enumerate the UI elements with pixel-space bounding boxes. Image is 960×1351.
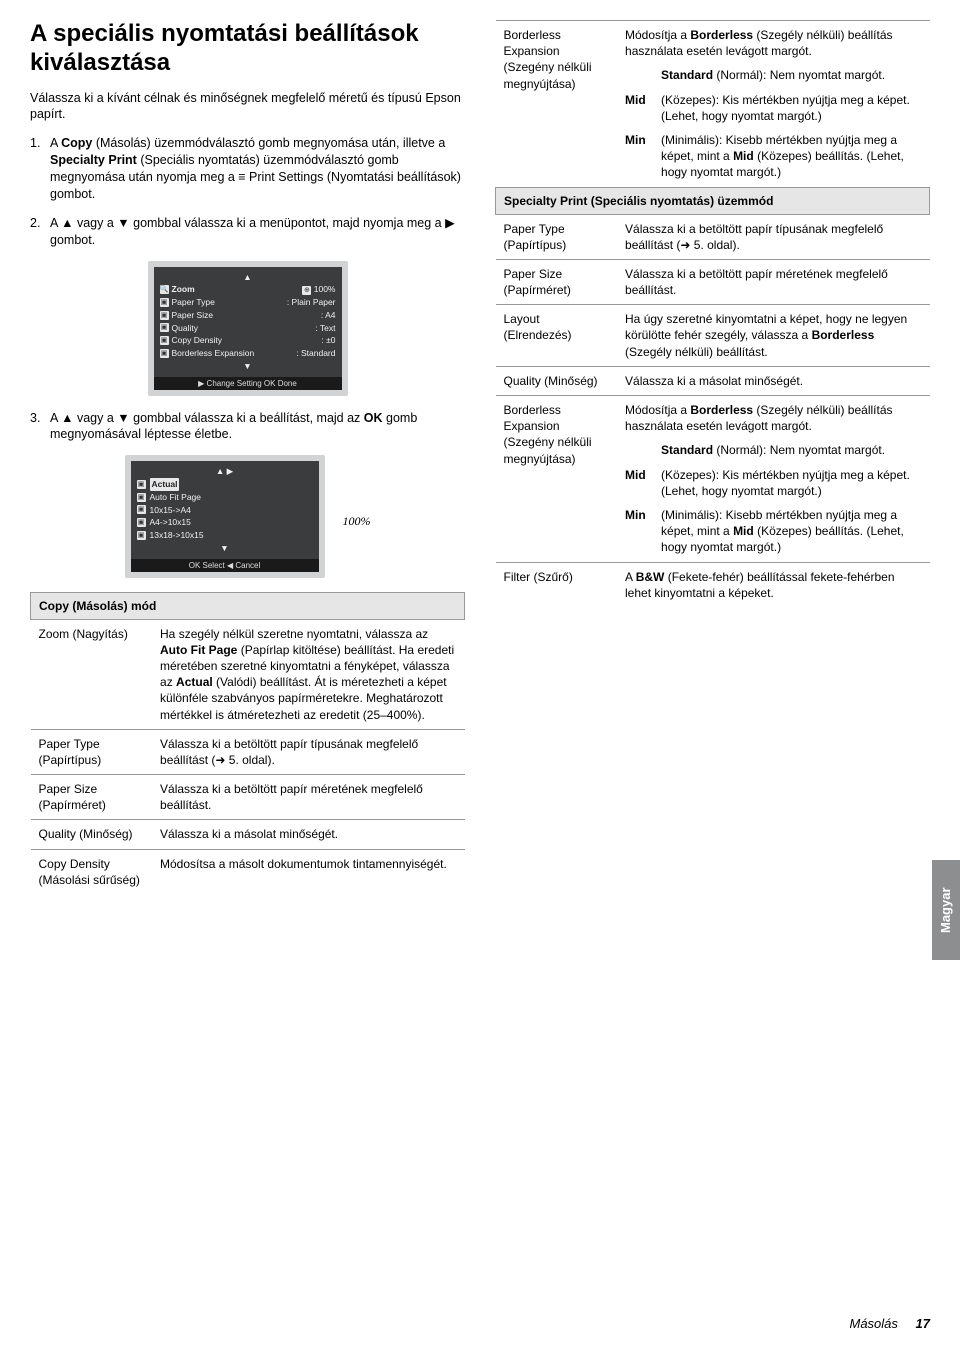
setting-label: Borderless Expansion (Szegény nélküli me… <box>496 396 618 563</box>
step-item: 1.A Copy (Másolás) üzemmódválasztó gomb … <box>30 135 465 203</box>
table-row: Copy Density (Másolási sűrűség)Módosítsa… <box>31 849 465 894</box>
setting-desc: Válassza ki a betöltött papír méretének … <box>617 259 929 304</box>
step-item: 3.A ▲ vagy a ▼ gombbal válassza ki a beá… <box>30 410 465 444</box>
setting-label: Paper Type (Papírtípus) <box>496 214 618 259</box>
table-row: Paper Type (Papírtípus)Válassza ki a bet… <box>496 214 930 259</box>
intro-text: Válassza ki a kívánt célnak és minőségne… <box>30 90 465 124</box>
setting-label: Zoom (Nagyítás) <box>31 619 153 729</box>
footer-page: 17 <box>916 1316 930 1331</box>
table-row: Paper Size (Papírméret)Válassza ki a bet… <box>31 775 465 820</box>
setting-desc: Válassza ki a másolat minőségét. <box>617 366 929 395</box>
steps-list: 1.A Copy (Másolás) üzemmódválasztó gomb … <box>30 135 465 577</box>
table-row: Quality (Minőség)Válassza ki a másolat m… <box>496 366 930 395</box>
setting-label: Paper Size (Papírméret) <box>31 775 153 820</box>
specialty-header: Specialty Print (Speciális nyomtatás) üz… <box>496 187 930 214</box>
setting-label: Copy Density (Másolási sűrűség) <box>31 849 153 894</box>
table-row: Paper Size (Papírméret)Válassza ki a bet… <box>496 259 930 304</box>
table-row: Filter (Szűrő)A B&W (Fekete-fehér) beáll… <box>496 562 930 607</box>
setting-desc: Módosítja a Borderless (Szegély nélküli)… <box>617 396 929 563</box>
lcd-screenshot-2: ▲ ▶▣ Actual▣ Auto Fit Page▣ 10x15->A4▣ A… <box>125 455 325 577</box>
footer-section: Másolás <box>849 1316 897 1331</box>
setting-label: Layout (Elrendezés) <box>496 305 618 367</box>
table-row: Layout (Elrendezés)Ha úgy szeretné kinyo… <box>496 305 930 367</box>
setting-desc: A B&W (Fekete-fehér) beállítással fekete… <box>617 562 929 607</box>
setting-desc: Módosítja a Borderless (Szegély nélküli)… <box>617 21 929 188</box>
setting-desc: Válassza ki a betöltött papír méretének … <box>152 775 464 820</box>
setting-label: Paper Type (Papírtípus) <box>31 729 153 774</box>
table-row: Paper Type (Papírtípus)Válassza ki a bet… <box>31 729 465 774</box>
setting-desc: Válassza ki a betöltött papír típusának … <box>152 729 464 774</box>
copy-mode-header: Copy (Másolás) mód <box>31 592 465 619</box>
setting-label: Paper Size (Papírméret) <box>496 259 618 304</box>
setting-label: Borderless Expansion (Szegény nélküli me… <box>496 21 618 188</box>
step-item: 2.A ▲ vagy a ▼ gombbal válassza ki a men… <box>30 215 465 249</box>
right-table-1: Borderless Expansion (Szegény nélküli me… <box>495 20 930 607</box>
table-row: Zoom (Nagyítás)Ha szegély nélkül szeretn… <box>31 619 465 729</box>
table-row: Borderless Expansion (Szegény nélküli me… <box>496 21 930 188</box>
page-footer: Másolás 17 <box>849 1316 930 1331</box>
language-tab: Magyar <box>932 860 960 960</box>
copy-mode-table: Copy (Másolás) mód Zoom (Nagyítás)Ha sze… <box>30 592 465 894</box>
setting-label: Filter (Szűrő) <box>496 562 618 607</box>
lcd-screenshot-1: ▲🔍 Zoom⊕ 100%▣ Paper Type: Plain Paper▣ … <box>148 261 348 396</box>
setting-desc: Válassza ki a betöltött papír típusának … <box>617 214 929 259</box>
table-row: Quality (Minőség)Válassza ki a másolat m… <box>31 820 465 849</box>
setting-desc: Ha szegély nélkül szeretne nyomtatni, vá… <box>152 619 464 729</box>
setting-label: Quality (Minőség) <box>31 820 153 849</box>
setting-desc: Ha úgy szeretné kinyomtatni a képet, hog… <box>617 305 929 367</box>
lcd2-percent: 100% <box>343 514 371 529</box>
setting-desc: Módosítsa a másolt dokumentumok tintamen… <box>152 849 464 894</box>
page-title: A speciális nyomtatási beállítások kivál… <box>30 20 465 78</box>
table-row: Borderless Expansion (Szegény nélküli me… <box>496 396 930 563</box>
setting-label: Quality (Minőség) <box>496 366 618 395</box>
setting-desc: Válassza ki a másolat minőségét. <box>152 820 464 849</box>
